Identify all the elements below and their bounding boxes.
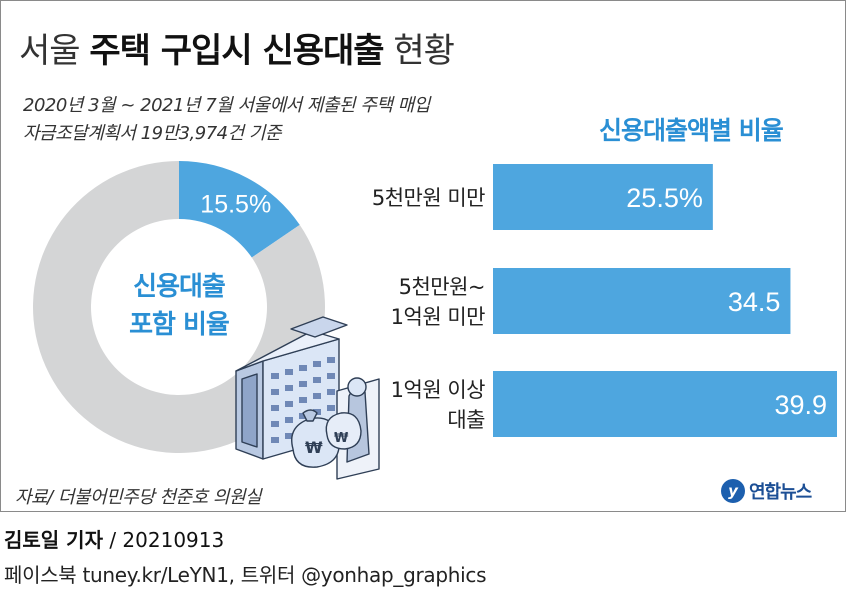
- donut-center-label-0: 신용대출: [133, 272, 225, 302]
- bar-value-label-2: 39.9: [774, 390, 827, 420]
- svg-text:₩: ₩: [334, 431, 349, 446]
- page-title: 서울 주택 구입시 신용대출 현황: [19, 23, 455, 72]
- donut-slice-label-0: 15.5%: [200, 191, 271, 219]
- bar-category-label-0-0: 5천만원 미만: [372, 186, 485, 210]
- yonhap-logo-text: 연합뉴스: [749, 482, 812, 503]
- apartment-money-icon: ₩ ₩: [235, 316, 380, 480]
- yonhap-logo-icon: y: [721, 479, 745, 503]
- bar-category-label-2-0: 1억원 이상: [391, 378, 485, 402]
- svg-text:₩: ₩: [305, 438, 323, 457]
- byline-date: / 20210913: [102, 528, 225, 552]
- yonhap-logo: y 연합뉴스: [721, 475, 812, 507]
- bar-2: [493, 371, 837, 437]
- donut-slice-0: [179, 161, 300, 258]
- bar-category-label-1-1: 1억원 미만: [391, 305, 485, 329]
- title-part-main: 주택 구입시 신용대출: [89, 31, 384, 71]
- subtitle-line-2: 자금조달계획서 19만3,974건 기준: [23, 123, 282, 144]
- infographic-card: 서울 주택 구입시 신용대출 현황 2020년 3월 ~ 2021년 7월 서울…: [0, 0, 846, 512]
- bar-value-label-0: 25.5%: [626, 183, 703, 213]
- bar-0: [493, 164, 713, 230]
- byline-name: 김토일 기자: [4, 528, 103, 552]
- subtitle-line-1: 2020년 3월 ~ 2021년 7월 서울에서 제출된 주택 매입: [23, 95, 430, 116]
- bar-1: [493, 268, 791, 334]
- donut-center-label-1: 포함 비율: [129, 310, 229, 340]
- bar-category-label-1-0: 5천만원~: [399, 275, 485, 299]
- social-links: 페이스북 tuney.kr/LeYN1, 트위터 @yonhap_graphic…: [4, 563, 487, 587]
- source-note: 자료/ 더불어민주당 천준호 의원실: [15, 487, 262, 508]
- bar-value-label-1: 34.5: [728, 287, 781, 317]
- title-part-seoul: 서울: [19, 31, 81, 71]
- title-part-status: 현황: [393, 31, 455, 71]
- byline: 김토일 기자 / 20210913: [4, 524, 224, 553]
- bar-chart-title: 신용대출액별 비율: [599, 116, 784, 145]
- bar-category-label-2-1: 대출: [447, 408, 485, 432]
